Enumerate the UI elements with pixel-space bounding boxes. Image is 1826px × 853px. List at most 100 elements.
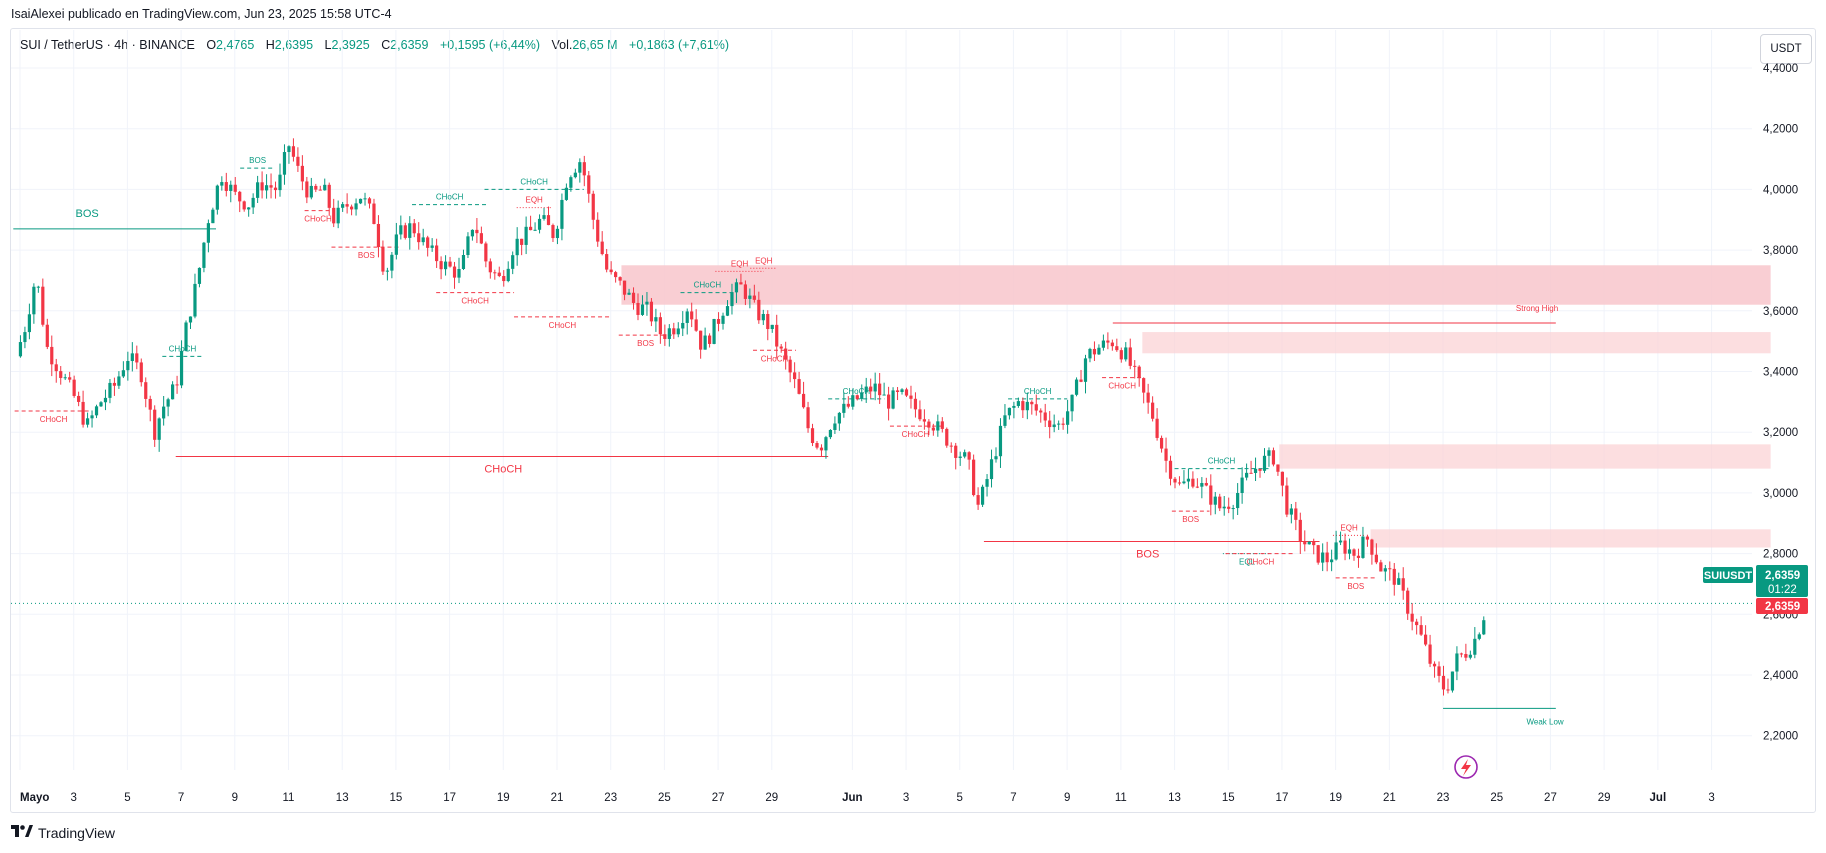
candle-body [564, 187, 568, 200]
candle-body [1003, 415, 1007, 426]
candle-body [50, 346, 54, 365]
candle-body [1477, 634, 1481, 639]
price-tick-label: 4,0000 [1763, 184, 1798, 196]
price-tick-label: 3,4000 [1763, 367, 1798, 379]
legend-volume-value: 26,65 M [572, 38, 618, 52]
candle-body [1352, 549, 1356, 556]
candle-body [1016, 401, 1020, 406]
candle-body [931, 427, 935, 431]
structure-label: CHoCH [694, 281, 722, 290]
candle-body [631, 292, 636, 303]
candle-body [511, 255, 515, 269]
candle-body [873, 383, 877, 392]
price-tick-label: 3,6000 [1763, 306, 1798, 318]
candle-body [1482, 620, 1486, 635]
candle-body [314, 185, 318, 190]
time-tick-label: 21 [1383, 792, 1396, 804]
candle-body [1110, 342, 1114, 347]
candle-body [703, 335, 707, 350]
time-tick-label: 7 [1010, 792, 1016, 804]
time-tick-label: 3 [70, 792, 76, 804]
candle-body [278, 174, 282, 191]
candle-body [1106, 340, 1110, 343]
structure-label: BOS [1182, 515, 1199, 524]
candle-body [1455, 653, 1459, 672]
candle-body [1267, 450, 1271, 456]
candle-body [1244, 472, 1249, 478]
candle-body [1030, 401, 1034, 405]
candle-body [18, 342, 23, 357]
price-axis[interactable]: 4,4000 4,2000 4,0000 3,8000 3,6000 3,4000 3,20… [1763, 63, 1798, 743]
candle-body [242, 201, 246, 210]
chart-panel[interactable] [10, 28, 1816, 813]
structure-label: CHoCH [1208, 457, 1236, 466]
price-tick-label: 3,2000 [1763, 427, 1798, 439]
price-tick-label: 2,2000 [1763, 731, 1798, 743]
candle-body [734, 282, 739, 293]
candle-body [1074, 379, 1079, 395]
tradingview-footer[interactable]: TradingView [11, 824, 115, 841]
candle-body [184, 322, 188, 351]
candle-body [1459, 653, 1463, 655]
candle-body [649, 301, 654, 322]
candle-body [336, 207, 340, 224]
structure-label: BOS [249, 156, 266, 165]
candle-body [435, 245, 439, 262]
candle-body [1343, 540, 1347, 554]
publish-credit: IsaiAlexei publicado en TradingView.com,… [11, 7, 392, 21]
candle-body [824, 437, 828, 451]
candle-body [976, 495, 980, 505]
currency-button[interactable]: USDT [1760, 34, 1812, 64]
candle-body [1253, 468, 1258, 474]
candle-body [784, 348, 788, 360]
candle-body [1007, 407, 1012, 416]
candle-body [927, 421, 931, 428]
candle-body [1388, 568, 1392, 570]
candle-body [1379, 562, 1383, 572]
candle-body [1052, 424, 1056, 428]
candle-body [1218, 496, 1222, 509]
alert-icon[interactable] [1454, 755, 1478, 779]
prev-close-tag-bg [1756, 598, 1808, 614]
legend-symbol[interactable]: SUI / TetherUS · 4h · BINANCE [20, 38, 195, 52]
supply-zone [1142, 332, 1771, 354]
structure-label: BOS [1347, 582, 1364, 591]
candle-body [542, 215, 546, 219]
candle-body [1231, 508, 1235, 510]
price-tick-label: 2,4000 [1763, 670, 1798, 682]
candle-body [860, 392, 864, 399]
candle-body [828, 429, 833, 438]
legend-close-label: C [381, 38, 391, 52]
candle-body [886, 394, 891, 409]
candle-body [1397, 578, 1401, 585]
symbol-tag-bg [1703, 567, 1753, 583]
candle-body [1468, 654, 1472, 658]
time-tick-label: 29 [1598, 792, 1611, 804]
candle-body [1209, 485, 1213, 505]
time-tick-label: 5 [124, 792, 130, 804]
candle-body [537, 218, 542, 230]
time-tick-label: 25 [658, 792, 671, 804]
candle-body [837, 412, 841, 424]
candle-body [842, 403, 846, 413]
candle-body [1347, 549, 1352, 554]
candle-body [399, 225, 403, 235]
candle-body [376, 223, 381, 248]
candle-body [1473, 638, 1477, 655]
candle-body [609, 269, 613, 273]
candle-body [126, 361, 130, 371]
time-axis[interactable]: Mayo 3 5 7 9 11 13 15 17 19 21 23 25 27 29 Jun 3 5 7 9 11 13 1… [20, 792, 1715, 804]
candle-body [819, 447, 824, 451]
candle-body [1115, 346, 1119, 351]
structure-label: EQH [755, 256, 773, 265]
candle-body [390, 254, 394, 271]
candle-body [1177, 482, 1182, 484]
candle-body [59, 371, 63, 378]
candle-body [1039, 410, 1043, 413]
candle-body [891, 390, 895, 409]
candle-body [658, 317, 662, 335]
time-tick-label: 23 [1437, 792, 1450, 804]
candle-body [685, 311, 689, 323]
candle-body [94, 406, 99, 416]
